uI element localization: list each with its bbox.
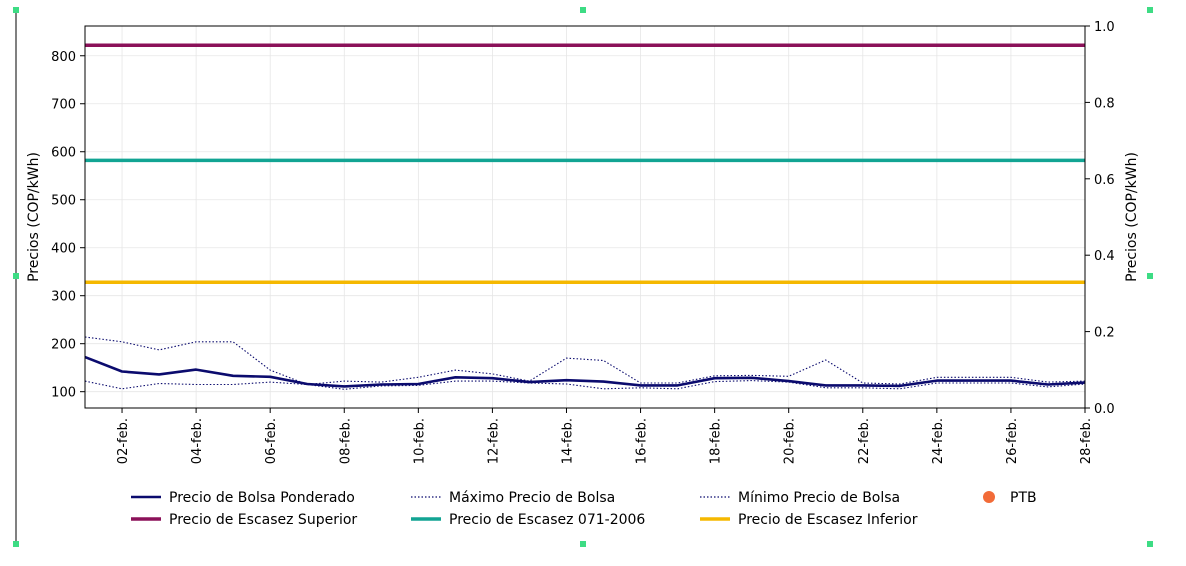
- x-tick-label: 26-feb.: [1005, 418, 1020, 464]
- y-tick-label: 200: [51, 338, 76, 353]
- legend-label: Mínimo Precio de Bolsa: [738, 490, 900, 506]
- selection-handle[interactable]: [580, 7, 586, 13]
- x-axis: 02-feb. 04-feb. 06-feb. 08-feb. 10-feb. 12-fe…: [116, 408, 1094, 464]
- x-tick-label: 20-feb.: [783, 418, 798, 464]
- y-axis-right: 0.0 0.2 0.4 0.6 0.8 1.0: [1085, 20, 1115, 417]
- selection-handle[interactable]: [580, 541, 586, 547]
- selection-handle[interactable]: [1147, 7, 1153, 13]
- legend: Precio de Bolsa Ponderado Máximo Precio d…: [131, 490, 1037, 528]
- x-tick-label: 14-feb.: [561, 418, 576, 464]
- y-axis-title-left: Precios (COP/kWh): [26, 152, 42, 282]
- y2-tick-label: 0.4: [1094, 249, 1115, 264]
- x-tick-label: 18-feb.: [709, 418, 724, 464]
- x-tick-label: 16-feb.: [635, 418, 650, 464]
- legend-label: Máximo Precio de Bolsa: [449, 490, 615, 506]
- price-series: [84, 336, 1086, 390]
- selection-handle[interactable]: [1147, 541, 1153, 547]
- grid: [85, 26, 1086, 408]
- x-tick-label: 28-feb.: [1079, 418, 1094, 464]
- x-tick-label: 12-feb.: [486, 418, 501, 464]
- legend-label: Precio de Escasez 071-2006: [449, 512, 645, 528]
- y-tick-label: 300: [51, 290, 76, 305]
- legend-label: Precio de Bolsa Ponderado: [169, 490, 355, 506]
- x-tick-label: 10-feb.: [412, 418, 427, 464]
- legend-label: Precio de Escasez Superior: [169, 512, 357, 528]
- y-tick-label: 100: [51, 386, 76, 401]
- y-tick-label: 400: [51, 242, 76, 257]
- x-tick-label: 02-feb.: [116, 418, 131, 464]
- plot-frame: [84, 25, 1086, 409]
- y-axis-title-right: Precios (COP/kWh): [1124, 152, 1140, 282]
- y-axis-left: 100 200 300 400 500 600 700 800: [51, 50, 85, 401]
- y2-tick-label: 0.6: [1094, 173, 1115, 188]
- y2-tick-label: 1.0: [1094, 20, 1115, 35]
- x-tick-label: 06-feb.: [264, 418, 279, 464]
- y2-tick-label: 0.0: [1094, 402, 1115, 417]
- scarcity-price-lines: [85, 43, 1085, 285]
- selection-handle[interactable]: [13, 7, 19, 13]
- x-tick-label: 22-feb.: [857, 418, 872, 464]
- series-line: [84, 380, 1086, 390]
- legend-label: PTB: [1010, 490, 1037, 506]
- y-tick-label: 800: [51, 50, 76, 65]
- series-line: [84, 336, 1086, 386]
- selection-handle[interactable]: [13, 541, 19, 547]
- selection-handle[interactable]: [1147, 273, 1153, 279]
- y2-tick-label: 0.2: [1094, 326, 1115, 341]
- y2-tick-label: 0.8: [1094, 96, 1115, 111]
- legend-marker: [983, 491, 995, 503]
- selection-handle[interactable]: [13, 273, 19, 279]
- series-line: [84, 355, 1086, 388]
- y-tick-label: 700: [51, 98, 76, 113]
- y-tick-label: 500: [51, 194, 76, 209]
- x-tick-label: 08-feb.: [338, 418, 353, 464]
- y-tick-label: 600: [51, 146, 76, 161]
- legend-label: Precio de Escasez Inferior: [738, 512, 918, 528]
- x-tick-label: 04-feb.: [190, 418, 205, 464]
- x-tick-label: 24-feb.: [931, 418, 946, 464]
